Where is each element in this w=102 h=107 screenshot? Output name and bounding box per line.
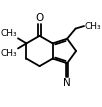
Text: CH₃: CH₃ [85, 22, 101, 31]
Text: CH₃: CH₃ [1, 49, 17, 58]
Text: O: O [35, 13, 44, 23]
Text: N: N [63, 78, 71, 88]
Text: CH₃: CH₃ [1, 29, 17, 38]
